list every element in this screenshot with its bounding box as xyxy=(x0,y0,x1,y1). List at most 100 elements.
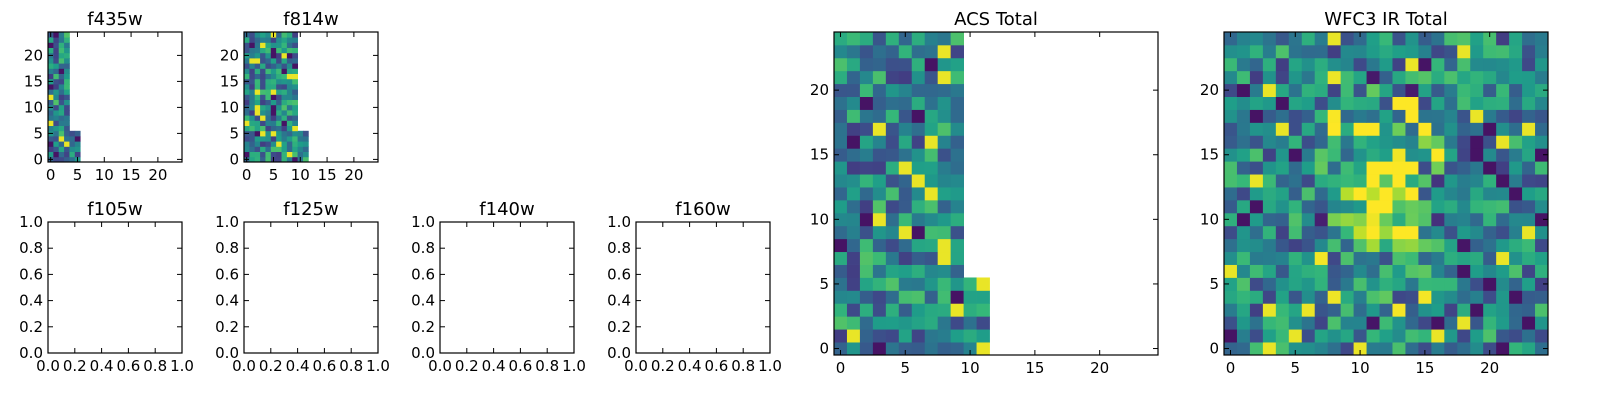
heatmap-cell xyxy=(963,303,977,317)
heatmap-cell xyxy=(1262,277,1277,291)
heatmap-cell xyxy=(292,115,298,121)
heatmap-cell xyxy=(1522,225,1536,240)
heatmap-cell xyxy=(1224,161,1238,175)
heatmap-cell xyxy=(937,251,952,265)
heatmap-cell xyxy=(911,161,926,175)
heatmap-cell xyxy=(1288,316,1303,330)
heatmap-cell xyxy=(53,42,60,48)
heatmap-cell xyxy=(1249,251,1264,265)
heatmap-cell xyxy=(1431,329,1445,343)
heatmap-cell xyxy=(48,115,54,121)
heatmap-cell xyxy=(1366,264,1380,278)
heatmap-cell xyxy=(270,42,277,48)
heatmap-cell xyxy=(885,96,900,110)
heatmap-cell xyxy=(1483,96,1497,110)
heatmap-cell xyxy=(1444,199,1458,214)
heatmap-cell xyxy=(872,225,887,240)
panel-title: ACS Total xyxy=(954,9,1038,30)
heatmap-cell xyxy=(1366,303,1380,317)
heatmap-cell xyxy=(1418,251,1432,265)
heatmap-cell xyxy=(950,96,964,110)
heatmap-cell xyxy=(281,58,288,64)
heatmap-cell xyxy=(1444,342,1458,356)
heatmap-cell xyxy=(1509,174,1523,188)
heatmap-cell xyxy=(872,238,887,253)
heatmap-cell xyxy=(898,83,913,97)
heatmap-cell xyxy=(1236,277,1251,291)
heatmap-cell xyxy=(1483,199,1497,214)
heatmap-cell xyxy=(937,225,952,240)
heatmap-cell xyxy=(1392,161,1406,175)
heatmap-cell xyxy=(1509,264,1523,278)
heatmap-cell xyxy=(834,212,848,227)
heatmap-cell xyxy=(297,130,304,137)
heatmap-cell xyxy=(1535,57,1549,72)
heatmap-cell xyxy=(1236,238,1251,253)
heatmap-cell xyxy=(898,148,913,162)
heatmap-cell xyxy=(846,316,861,330)
heatmap-cell xyxy=(846,199,861,214)
heatmap-cell xyxy=(1496,135,1510,149)
heatmap-cell xyxy=(1288,251,1303,265)
heatmap-cell xyxy=(1327,174,1342,188)
heatmap-cell xyxy=(1301,70,1316,85)
heatmap-cell xyxy=(1366,135,1380,149)
heatmap-cell xyxy=(53,37,60,43)
heatmap-cell xyxy=(286,141,293,147)
heatmap-cell xyxy=(1444,83,1458,97)
heatmap-cell xyxy=(249,84,256,90)
heatmap-cell xyxy=(270,47,277,54)
heatmap-cell xyxy=(1301,135,1316,149)
heatmap-cell xyxy=(834,122,848,136)
heatmap-cell xyxy=(1249,187,1264,201)
heatmap-cell xyxy=(286,78,293,85)
heatmap-cell xyxy=(244,58,250,64)
heatmap-cell xyxy=(950,212,964,227)
heatmap-cell xyxy=(1262,303,1277,317)
heatmap-cell xyxy=(846,264,861,278)
heatmap-cell xyxy=(834,83,848,97)
heatmap-cell xyxy=(254,141,261,147)
heatmap-cell xyxy=(846,303,861,317)
heatmap-cell xyxy=(286,136,293,142)
heatmap-cell xyxy=(1483,187,1497,201)
heatmap-cell xyxy=(846,122,861,136)
x-tick-label: 5 xyxy=(269,166,279,184)
heatmap-cell xyxy=(1431,187,1445,201)
heatmap-cell xyxy=(265,37,272,43)
heatmap-cell xyxy=(1353,109,1367,123)
heatmap-cell xyxy=(1496,57,1510,72)
heatmap-cell xyxy=(872,212,887,227)
heatmap-cell xyxy=(249,52,256,59)
y-tick-label: 20 xyxy=(1200,81,1219,99)
heatmap-cell xyxy=(1353,225,1367,240)
x-tick-label: 20 xyxy=(1480,359,1499,377)
heatmap-cell xyxy=(846,83,861,97)
heatmap-cell xyxy=(1301,109,1316,123)
heatmap-cell xyxy=(885,109,900,123)
heatmap-cell xyxy=(1509,32,1523,46)
heatmap-cell xyxy=(1236,161,1251,175)
heatmap-cell xyxy=(1405,316,1419,330)
heatmap-cell xyxy=(1340,303,1354,317)
heatmap-cell xyxy=(286,125,293,132)
heatmap-cell xyxy=(1353,329,1367,343)
heatmap-cell xyxy=(249,141,256,147)
heatmap-cell xyxy=(1392,174,1406,188)
heatmap-cell xyxy=(1262,135,1277,149)
heatmap-cell xyxy=(1509,148,1523,162)
heatmap-cell xyxy=(1509,96,1523,110)
heatmap-cell xyxy=(1262,70,1277,85)
heatmap-cell xyxy=(1522,264,1536,278)
heatmap-cell xyxy=(1470,44,1484,59)
heatmap-cell xyxy=(276,78,282,85)
heatmap-cell xyxy=(1522,316,1536,330)
heatmap-cell xyxy=(963,277,977,291)
heatmap-cell xyxy=(281,120,288,126)
heatmap-cell xyxy=(1470,212,1484,227)
heatmap-cell xyxy=(1379,174,1393,188)
heatmap-cell xyxy=(1353,212,1367,227)
heatmap-cell xyxy=(872,122,887,136)
heatmap-cell xyxy=(1236,96,1251,110)
heatmap-cell xyxy=(872,70,887,85)
